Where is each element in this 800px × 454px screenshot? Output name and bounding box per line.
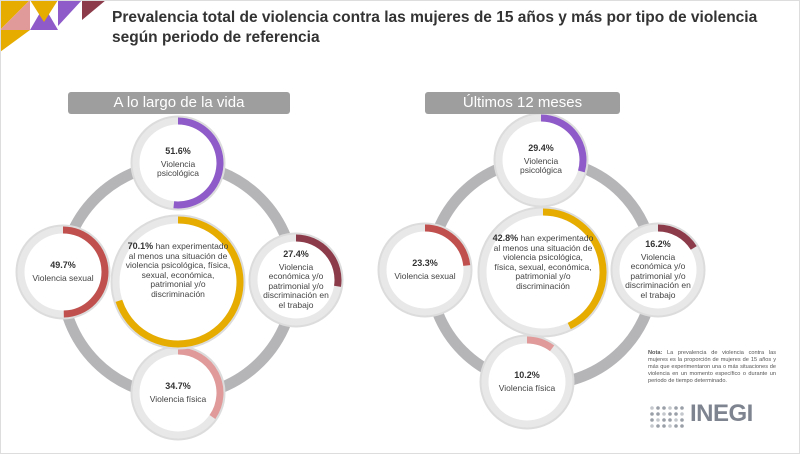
ring-label: 70.1% han experimentado al menos una sit… — [124, 228, 232, 336]
logo-dot — [668, 418, 672, 422]
category-label: Violencia psicológica — [156, 158, 200, 179]
decor — [82, 0, 106, 20]
ring-arc — [115, 216, 244, 348]
value-label: 70.1% — [127, 241, 154, 251]
ring-arc — [177, 347, 224, 420]
logo-dot — [650, 412, 654, 416]
value-label: 42.8% — [492, 233, 519, 243]
value-label: 34.7% — [165, 381, 191, 391]
category-label: Violencia psicológica — [519, 155, 563, 176]
decor — [0, 0, 30, 30]
logo-dot — [680, 412, 684, 416]
logo-dot — [674, 406, 678, 410]
logo-dot — [650, 424, 654, 428]
ring-arc — [62, 226, 109, 318]
value-label: 10.2% — [514, 370, 540, 380]
logo-dot — [668, 424, 672, 428]
ring-arc — [526, 336, 555, 352]
logo-dot — [674, 418, 678, 422]
ring-label: 23.3% Violencia sexual — [391, 236, 459, 304]
category-label: Violencia económica y/o patrimonial y/o … — [263, 261, 329, 310]
ring-arc — [424, 224, 471, 267]
panel-title: A lo largo de la vida — [68, 92, 290, 114]
ring-label: 34.7% Violencia física — [144, 359, 212, 427]
logo-dot — [656, 424, 660, 428]
logo-dot — [656, 418, 660, 422]
ring-label: 10.2% Violencia física — [493, 348, 561, 416]
logo-dot — [662, 406, 666, 410]
logo-dots — [650, 406, 684, 428]
logo-dot — [674, 424, 678, 428]
logo-dot — [656, 406, 660, 410]
value-label: 49.7% — [50, 260, 76, 270]
ring-arc — [173, 117, 224, 209]
logo-dot — [668, 412, 672, 416]
ring-label: 42.8% han experimentado al menos una sit… — [491, 220, 595, 324]
category-label: han experimentado al menos una situación… — [125, 241, 231, 299]
ring-label: 29.4% Violencia psicológica — [507, 126, 575, 194]
ring-arc — [295, 234, 342, 287]
note-label: Nota: — [648, 350, 663, 356]
logo-dot — [680, 418, 684, 422]
ring-label: 16.2% Violencia económica y/o patrimonial… — [624, 236, 692, 304]
ring-arc — [657, 224, 697, 250]
value-label: 16.2% — [645, 239, 671, 249]
value-label: 23.3% — [412, 258, 438, 268]
logo-dot — [650, 406, 654, 410]
category-label: Violencia sexual — [32, 272, 94, 283]
logo-dot — [674, 412, 678, 416]
logo: INEGI — [690, 400, 753, 427]
decor — [0, 30, 30, 52]
panel-title: Últimos 12 meses — [425, 92, 620, 114]
decor — [58, 0, 82, 26]
ring-label: 51.6% Violencia psicológica — [144, 129, 212, 197]
value-label: 27.4% — [283, 249, 309, 259]
logo-dot — [680, 406, 684, 410]
value-label: 51.6% — [165, 146, 191, 157]
ring-arc — [542, 208, 607, 330]
logo-dot — [662, 418, 666, 422]
ring-label: 27.4% Violencia económica y/o patrimonial… — [262, 246, 330, 314]
category-label: Violencia física — [498, 382, 556, 393]
value-label: 29.4% — [528, 143, 554, 154]
note: Nota: La prevalencia de violencia contra… — [648, 350, 776, 385]
ring-arc — [540, 114, 587, 173]
logo-dot — [662, 412, 666, 416]
title: Prevalencia total de violencia contra la… — [112, 9, 758, 46]
decor — [30, 0, 58, 22]
logo-dot — [656, 412, 660, 416]
category-label: Violencia sexual — [394, 270, 456, 281]
logo-dot — [650, 418, 654, 422]
category-label: han experimentado al menos una situación… — [493, 233, 594, 291]
category-label: Violencia física — [149, 393, 207, 404]
category-label: Violencia económica y/o patrimonial y/o … — [625, 251, 691, 300]
note-text: La prevalencia de violencia contra las m… — [648, 350, 776, 384]
logo-dot — [668, 406, 672, 410]
logo-dot — [680, 424, 684, 428]
ring-label: 49.7% Violencia sexual — [29, 238, 97, 306]
logo-dot — [662, 424, 666, 428]
